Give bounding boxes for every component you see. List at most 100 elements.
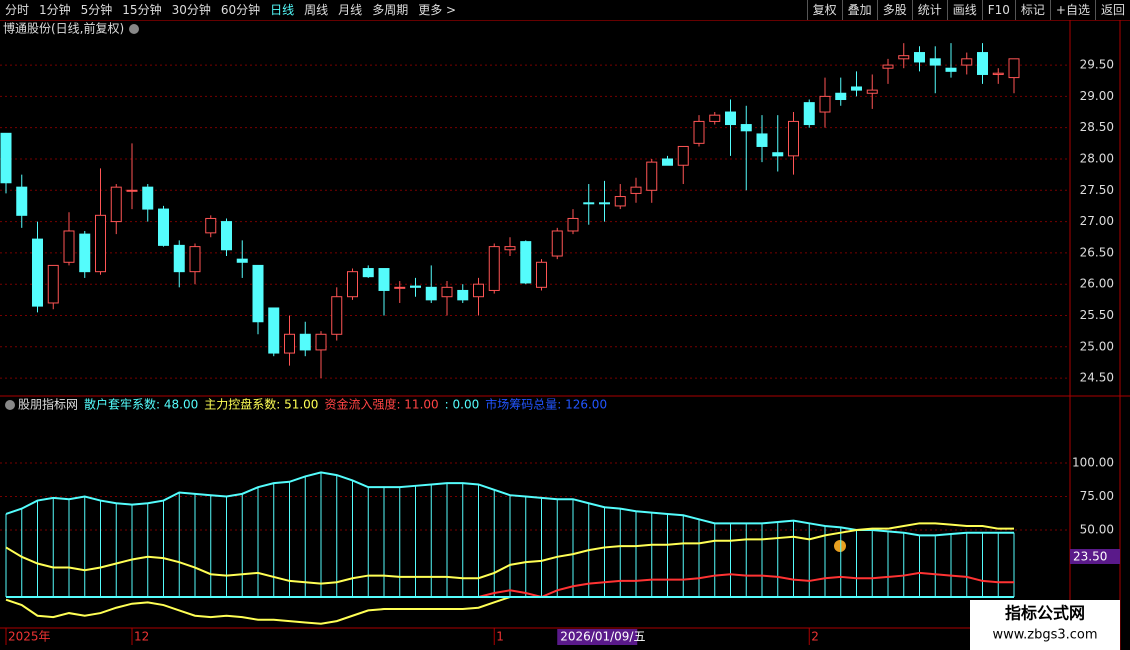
candle-body	[32, 238, 43, 307]
menu-icon[interactable]	[5, 400, 15, 410]
candle-body	[236, 258, 248, 263]
y-tick-label: 27.50	[1080, 183, 1114, 197]
legend-item: 散户套牢系数: 48.00	[84, 397, 198, 412]
tab[interactable]: F10	[981, 0, 1015, 20]
y-tick-label: 28.50	[1080, 120, 1114, 134]
tab[interactable]: 返回	[1094, 0, 1130, 20]
candle-body	[331, 296, 343, 335]
menu-icon[interactable]	[129, 24, 139, 34]
candle-body	[221, 221, 232, 251]
candle-body	[441, 286, 453, 298]
candle-body	[110, 186, 122, 223]
y-tick-label: 75.00	[1080, 489, 1114, 503]
tab[interactable]: +自选	[1049, 0, 1095, 20]
tab[interactable]: 周线	[304, 3, 329, 17]
y-tick-label: 26.50	[1080, 245, 1114, 259]
candle-body	[709, 114, 721, 122]
y-tick-label: 26.00	[1080, 277, 1114, 291]
candle-body	[977, 52, 988, 75]
tab[interactable]: 60分钟	[220, 3, 261, 17]
candle-body	[992, 72, 1004, 75]
tool-buttons: 复权 叠加 多股 统计 画线 F10 标记 +自选 返回	[806, 0, 1130, 20]
candle-body	[410, 285, 421, 288]
candle-body	[945, 67, 957, 72]
tab[interactable]: 叠加	[841, 0, 877, 20]
period-tabs: 分时 1分钟 5分钟 15分钟 30分钟 60分钟 日线 周线 月线 多周期 更多 >	[0, 0, 461, 20]
candle-body	[520, 241, 532, 284]
y-tick-label: 27.00	[1080, 214, 1114, 228]
tab[interactable]: 月线	[338, 3, 363, 17]
candle-body	[536, 261, 547, 288]
candle-body	[63, 230, 75, 263]
watermark-title: 指标公式网	[1005, 604, 1085, 623]
tab[interactable]: 1分钟	[39, 3, 71, 17]
tab[interactable]: 更多 >	[418, 3, 457, 17]
cursor-label: 23.50	[1073, 550, 1107, 564]
candle-body	[898, 55, 910, 60]
tab[interactable]: 多股	[876, 0, 912, 20]
y-tick-label: 100.00	[1072, 456, 1114, 470]
candle-body	[646, 161, 658, 191]
candle-body	[95, 214, 106, 273]
date-label: 12	[134, 630, 149, 644]
candle-body	[662, 158, 673, 166]
date-cursor-box	[557, 629, 638, 645]
watermark-url: www.zbgs3.com	[992, 628, 1097, 643]
candle-body	[142, 186, 154, 210]
candle-body	[567, 217, 579, 232]
tab[interactable]: 15分钟	[122, 3, 162, 17]
cursor-box	[1070, 549, 1120, 564]
tab[interactable]: 多周期	[372, 3, 409, 17]
tab[interactable]: 画线	[946, 0, 982, 20]
candle-body	[630, 186, 642, 194]
candle-body	[866, 89, 878, 94]
candle-body	[614, 196, 626, 207]
y-tick-label: 25.00	[1080, 339, 1114, 353]
legend-item: 市场筹码总量: 126.00	[485, 397, 607, 412]
candle-body	[583, 202, 595, 205]
indicator-title: 股朋指标网	[18, 397, 78, 412]
candle-body	[740, 124, 752, 132]
y-tick-label: 29.50	[1080, 58, 1114, 72]
candle-body	[205, 217, 217, 234]
tab[interactable]: 日线	[270, 3, 295, 17]
candle-body	[929, 58, 941, 66]
candle-body	[299, 333, 311, 351]
candle-body	[425, 286, 437, 301]
candle-body	[788, 120, 799, 157]
candle-body	[394, 286, 406, 289]
tab[interactable]: 统计	[911, 0, 947, 20]
candle-body	[189, 246, 201, 273]
money-icon	[834, 540, 846, 552]
candle-body	[457, 289, 469, 301]
candle-body	[126, 189, 138, 192]
tab[interactable]: 复权	[806, 0, 842, 20]
date-label: 1	[496, 630, 504, 644]
tab[interactable]: 5分钟	[80, 3, 113, 17]
candle-body	[473, 283, 484, 298]
candle-body	[362, 268, 374, 278]
chart-title: 博通股份(日线,前复权)	[3, 21, 124, 36]
candle-body	[315, 333, 327, 351]
tab[interactable]: 30分钟	[171, 3, 211, 17]
candle-body	[504, 246, 516, 251]
candle-body	[0, 132, 12, 184]
candle-body	[173, 244, 185, 273]
candle-body	[47, 264, 59, 304]
candle-body	[252, 264, 264, 323]
date-cursor-label: 2026/01/09/五	[560, 630, 645, 644]
indicator-line	[5, 596, 511, 625]
candle-body	[79, 233, 91, 273]
indicator-line	[5, 522, 1014, 585]
y-tick-label: 25.50	[1080, 308, 1114, 322]
candle-body	[819, 95, 831, 113]
y-tick-label: 29.00	[1080, 89, 1114, 103]
candle-body	[284, 333, 295, 354]
tab[interactable]: 分时	[5, 3, 30, 17]
y-tick-label: 28.00	[1080, 151, 1114, 165]
tab[interactable]: 标记	[1014, 0, 1050, 20]
candle-body	[772, 152, 784, 157]
indicator-line	[5, 471, 1014, 537]
